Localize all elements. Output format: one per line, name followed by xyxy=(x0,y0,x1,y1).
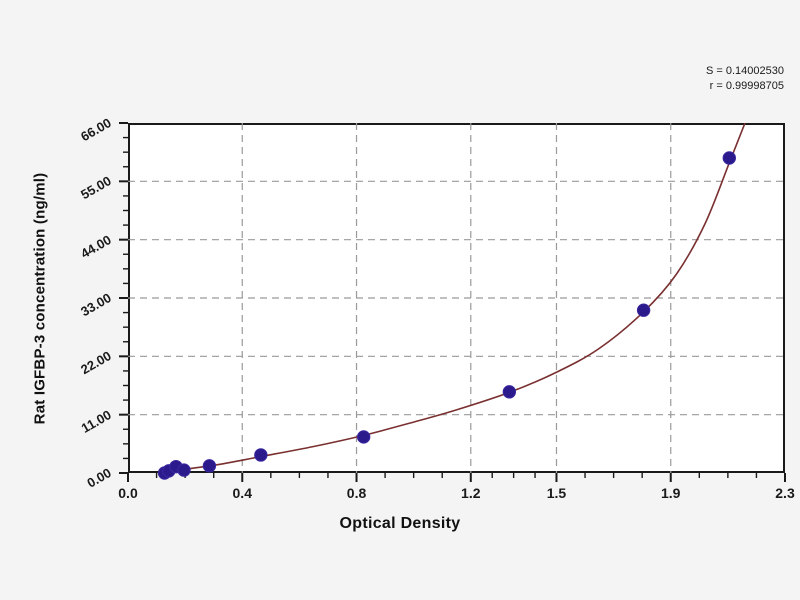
x-axis-title: Optical Density xyxy=(339,515,461,532)
correlation-coefficient-label: r = 0.99998705 xyxy=(709,80,784,92)
x-tick-label: 0.0 xyxy=(118,485,138,501)
x-tick-label: 0.4 xyxy=(232,485,252,501)
standard-error-label: S = 0.14002530 xyxy=(706,65,784,77)
x-tick-label: 0.8 xyxy=(346,485,367,501)
y-axis-title: Rat IGFBP-3 concentration (ng/ml) xyxy=(31,172,49,425)
x-tick-label: 2.3 xyxy=(775,485,795,501)
plot-area xyxy=(128,123,785,473)
fit-statistics: S = 0.14002530 r = 0.99998705 xyxy=(706,64,784,94)
x-tick-label: 1.5 xyxy=(546,485,567,501)
x-tick-label: 1.2 xyxy=(461,485,481,501)
x-tick-label: 1.9 xyxy=(661,485,681,501)
